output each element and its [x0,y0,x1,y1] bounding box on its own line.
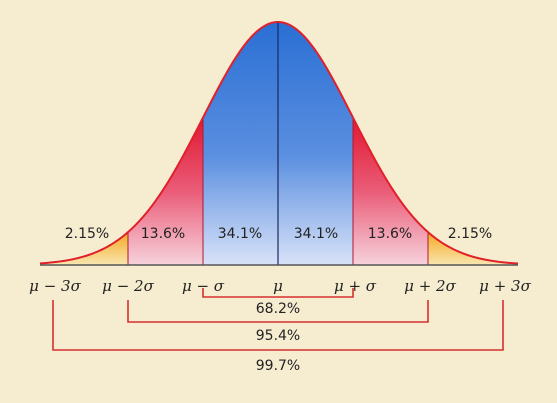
tick-label: μ + 3σ [479,277,531,295]
bracket-label: 95.4% [256,328,300,344]
region-labels: 2.15% 13.6% 34.1% 34.1% 13.6% 2.15% [65,226,492,242]
bracket-line [127,300,429,323]
bracket-label: 68.2% [256,301,300,317]
region-label: 34.1% [218,226,262,242]
tick-label: μ − 2σ [102,277,154,295]
tick-label: μ + 2σ [404,277,456,295]
tick-labels: μ − 3σ μ − 2σ μ − σ μ μ + σ μ + 2σ μ + 3σ [29,277,531,295]
region-label: 2.15% [65,226,109,242]
tick-label: μ [273,277,283,295]
region-label: 13.6% [141,226,185,242]
region-label: 13.6% [368,226,412,242]
sigma-dividers [127,22,429,265]
region-label: 34.1% [294,226,338,242]
bracket-line [202,288,354,298]
region-fill-right-tail [428,232,518,265]
bracket-label: 99.7% [256,358,300,374]
tick-label: μ − 3σ [29,277,81,295]
region-label: 2.15% [448,226,492,242]
region-fills [40,22,518,265]
region-fill-left-tail [40,232,128,265]
tick-label: μ + σ [334,277,377,295]
bell-curve [39,21,519,265]
coverage-brackets: 68.2% 95.4% 99.7% [52,288,504,374]
tick-label: μ − σ [182,277,225,295]
bracket-line [52,300,504,351]
